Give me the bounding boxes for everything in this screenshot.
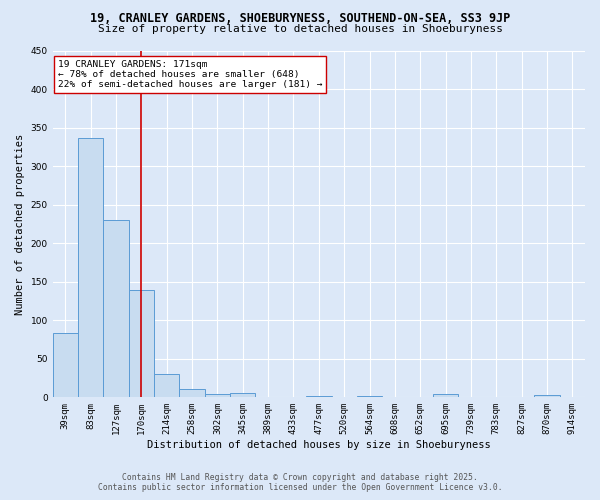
Bar — [129, 290, 154, 398]
Bar — [433, 394, 458, 398]
Text: 19 CRANLEY GARDENS: 171sqm
← 78% of detached houses are smaller (648)
22% of sem: 19 CRANLEY GARDENS: 171sqm ← 78% of deta… — [58, 60, 322, 90]
Bar — [154, 374, 179, 398]
Bar — [53, 334, 78, 398]
Bar — [230, 394, 256, 398]
Bar — [306, 396, 332, 398]
Bar — [179, 389, 205, 398]
Bar — [535, 395, 560, 398]
Bar — [357, 396, 382, 398]
Bar — [103, 220, 129, 398]
Text: 19, CRANLEY GARDENS, SHOEBURYNESS, SOUTHEND-ON-SEA, SS3 9JP: 19, CRANLEY GARDENS, SHOEBURYNESS, SOUTH… — [90, 12, 510, 26]
Text: Size of property relative to detached houses in Shoeburyness: Size of property relative to detached ho… — [97, 24, 503, 34]
X-axis label: Distribution of detached houses by size in Shoeburyness: Distribution of detached houses by size … — [147, 440, 491, 450]
Bar — [78, 138, 103, 398]
Bar — [205, 394, 230, 398]
Text: Contains HM Land Registry data © Crown copyright and database right 2025.
Contai: Contains HM Land Registry data © Crown c… — [98, 473, 502, 492]
Y-axis label: Number of detached properties: Number of detached properties — [15, 134, 25, 315]
